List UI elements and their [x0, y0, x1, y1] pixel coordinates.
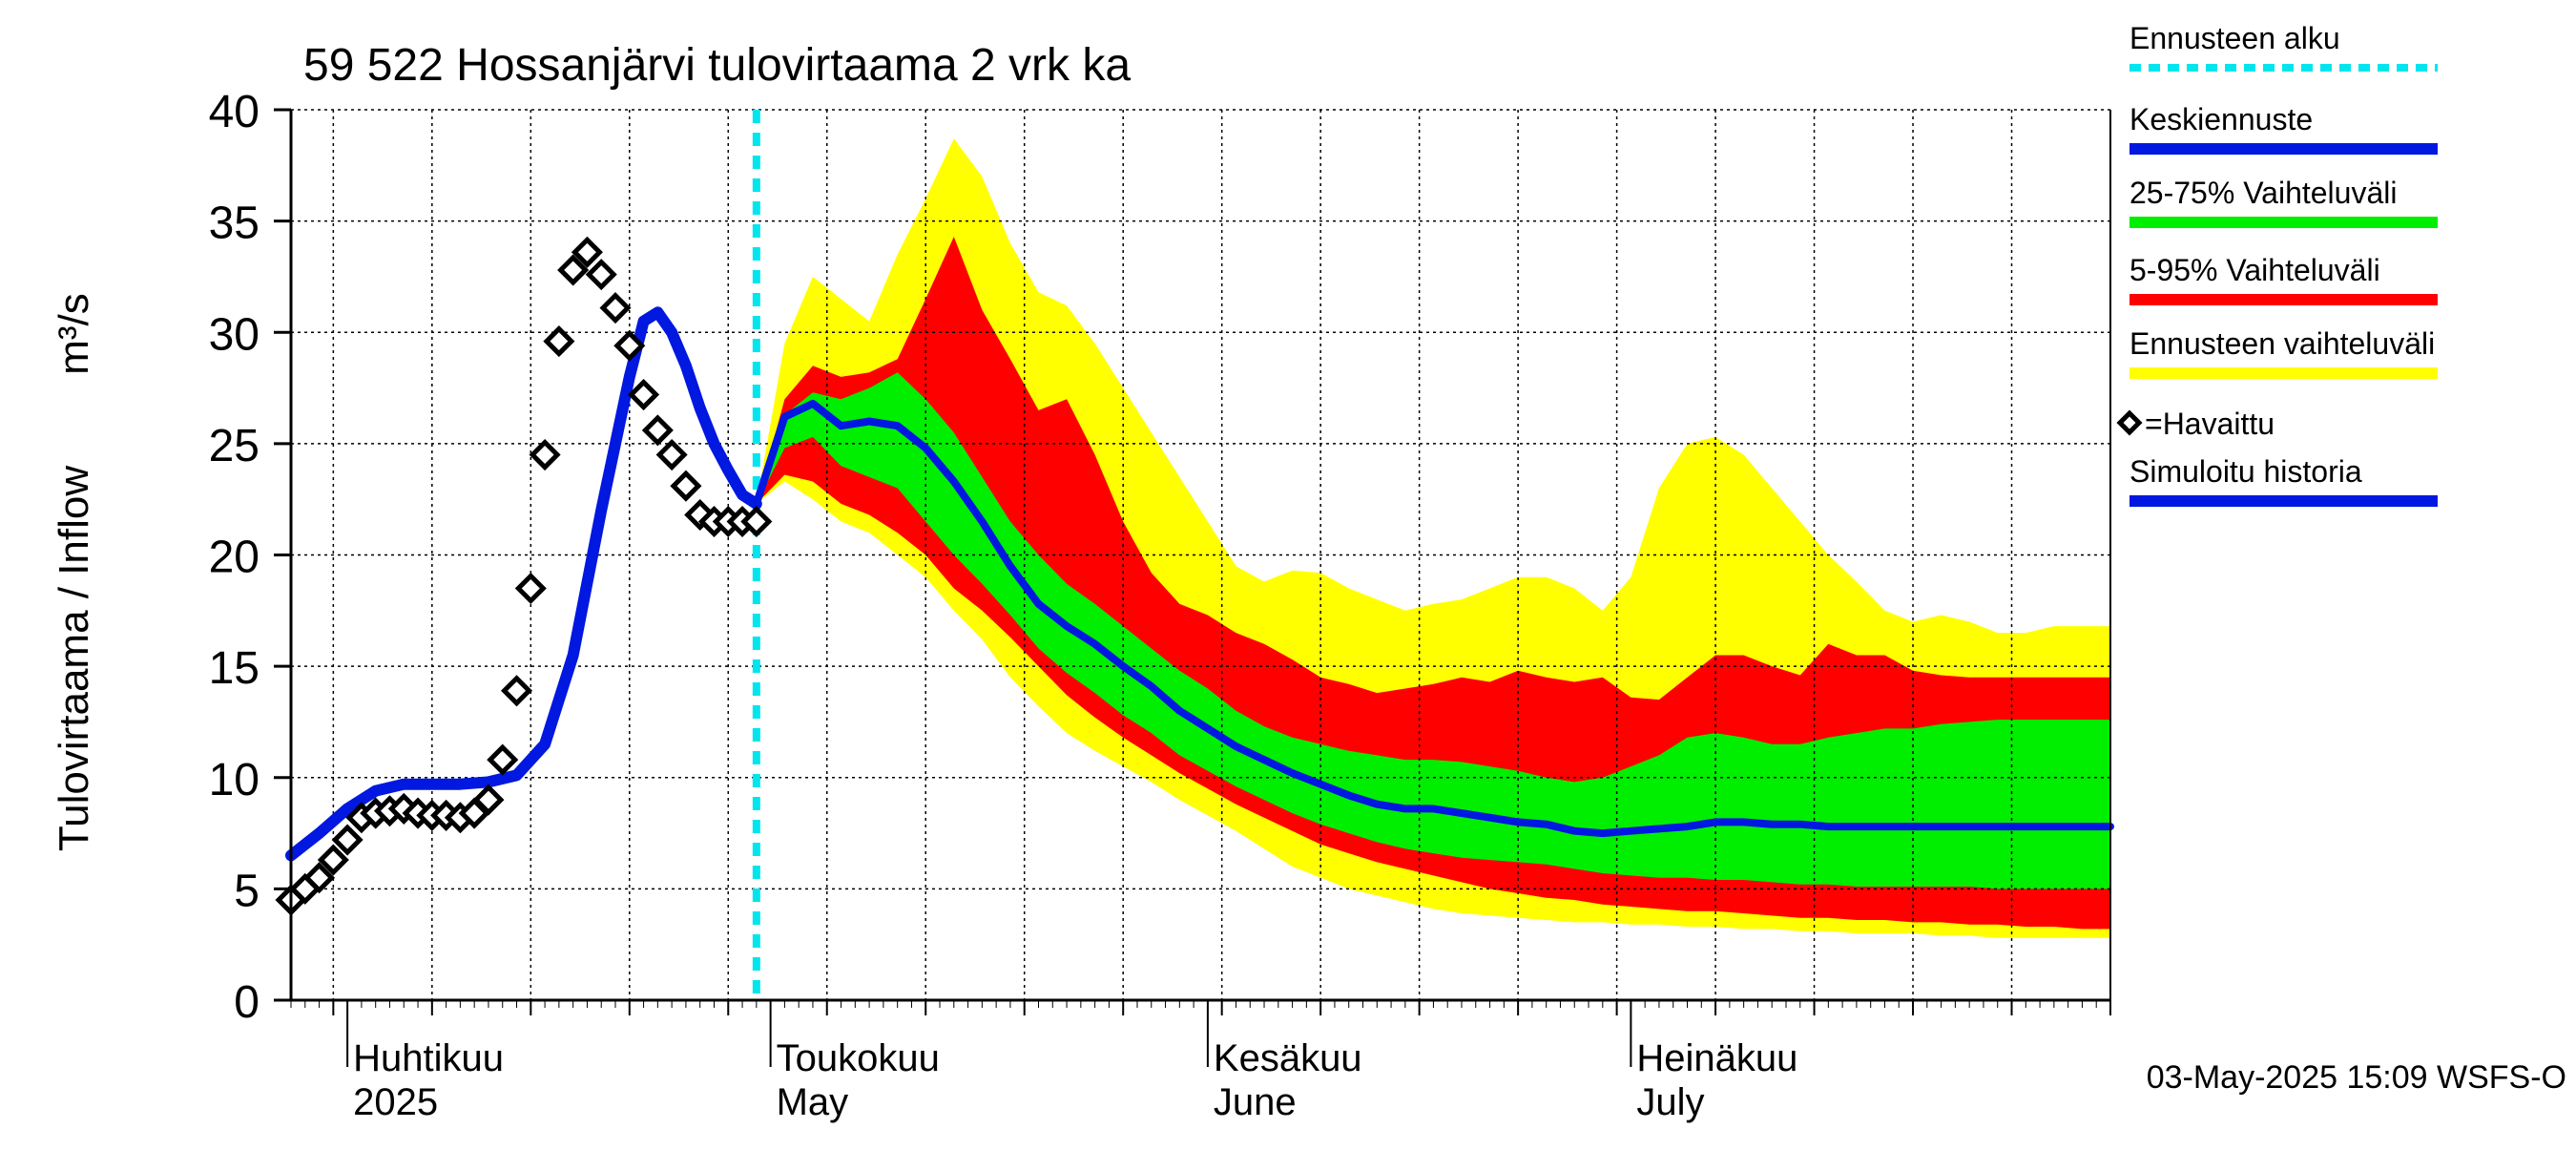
legend-label: Keskiennuste: [2129, 102, 2313, 136]
simulated-history-line: [285, 306, 762, 862]
month-sublabel: July: [1636, 1081, 1704, 1123]
observed-markers: [275, 236, 773, 916]
y-tick-label: 30: [209, 309, 260, 360]
timestamp-footer: 03-May-2025 15:09 WSFS-O: [2147, 1059, 2566, 1096]
median-forecast-line: [752, 399, 2114, 838]
legend-label: Ennusteen alku: [2129, 21, 2340, 55]
legend-observed-icon: [2116, 409, 2143, 436]
forecast-bands: [756, 138, 2110, 938]
month-label: Kesäkuu: [1214, 1037, 1362, 1079]
observed-point: [628, 379, 660, 411]
axes: 0510152025303540Huhtikuu2025ToukokuuMayK…: [209, 87, 2111, 1123]
y-tick-label: 0: [234, 977, 260, 1028]
month-sublabel: 2025: [353, 1081, 438, 1123]
observed-point: [303, 862, 336, 894]
legend-label: Ennusteen vaihteluväli: [2129, 326, 2435, 361]
y-tick-label: 35: [209, 199, 260, 249]
month-sublabel: May: [777, 1081, 849, 1123]
y-axis-label: Tulovirtaama / Inflow: [51, 466, 97, 852]
observed-point: [331, 824, 364, 856]
observed-point: [500, 675, 533, 707]
month-label: Toukokuu: [777, 1037, 940, 1079]
observed-point: [543, 325, 575, 358]
legend-label: Simuloitu historia: [2129, 454, 2362, 489]
observed-point: [670, 470, 702, 502]
legend: Ennusteen alku Keskiennuste 25-75% Vaihtel…: [2116, 21, 2438, 507]
observed-point: [557, 254, 590, 286]
month-sublabel: June: [1214, 1081, 1297, 1123]
observed-point: [487, 743, 519, 776]
observed-point: [514, 572, 547, 605]
month-label: Huhtikuu: [353, 1037, 504, 1079]
observed-point: [740, 505, 773, 538]
legend-label: 5-95% Vaihteluväli: [2129, 253, 2380, 287]
y-tick-label: 15: [209, 643, 260, 694]
y-axis-unit: m³/s: [51, 293, 97, 375]
observed-point: [655, 439, 688, 471]
y-tick-label: 25: [209, 421, 260, 471]
y-tick-label: 5: [234, 866, 260, 916]
y-tick-label: 10: [209, 755, 260, 805]
series-lines: [285, 110, 2114, 1000]
y-tick-label: 20: [209, 533, 260, 583]
observed-point: [571, 236, 603, 268]
band-25-75: [756, 372, 2110, 889]
observed-point: [529, 439, 561, 471]
y-tick-label: 40: [209, 87, 260, 137]
observed-point: [613, 329, 646, 362]
observed-point: [599, 292, 632, 324]
legend-label: =Havaittu: [2145, 407, 2275, 441]
observed-point: [641, 414, 674, 447]
month-label: Heinäkuu: [1636, 1037, 1797, 1079]
legend-label: 25-75% Vaihteluväli: [2129, 176, 2397, 210]
chart-title: 59 522 Hossanjärvi tulovirtaama 2 vrk ka: [303, 40, 1131, 91]
observed-point: [317, 844, 349, 876]
observed-point: [585, 259, 617, 291]
observed-point: [472, 784, 505, 816]
